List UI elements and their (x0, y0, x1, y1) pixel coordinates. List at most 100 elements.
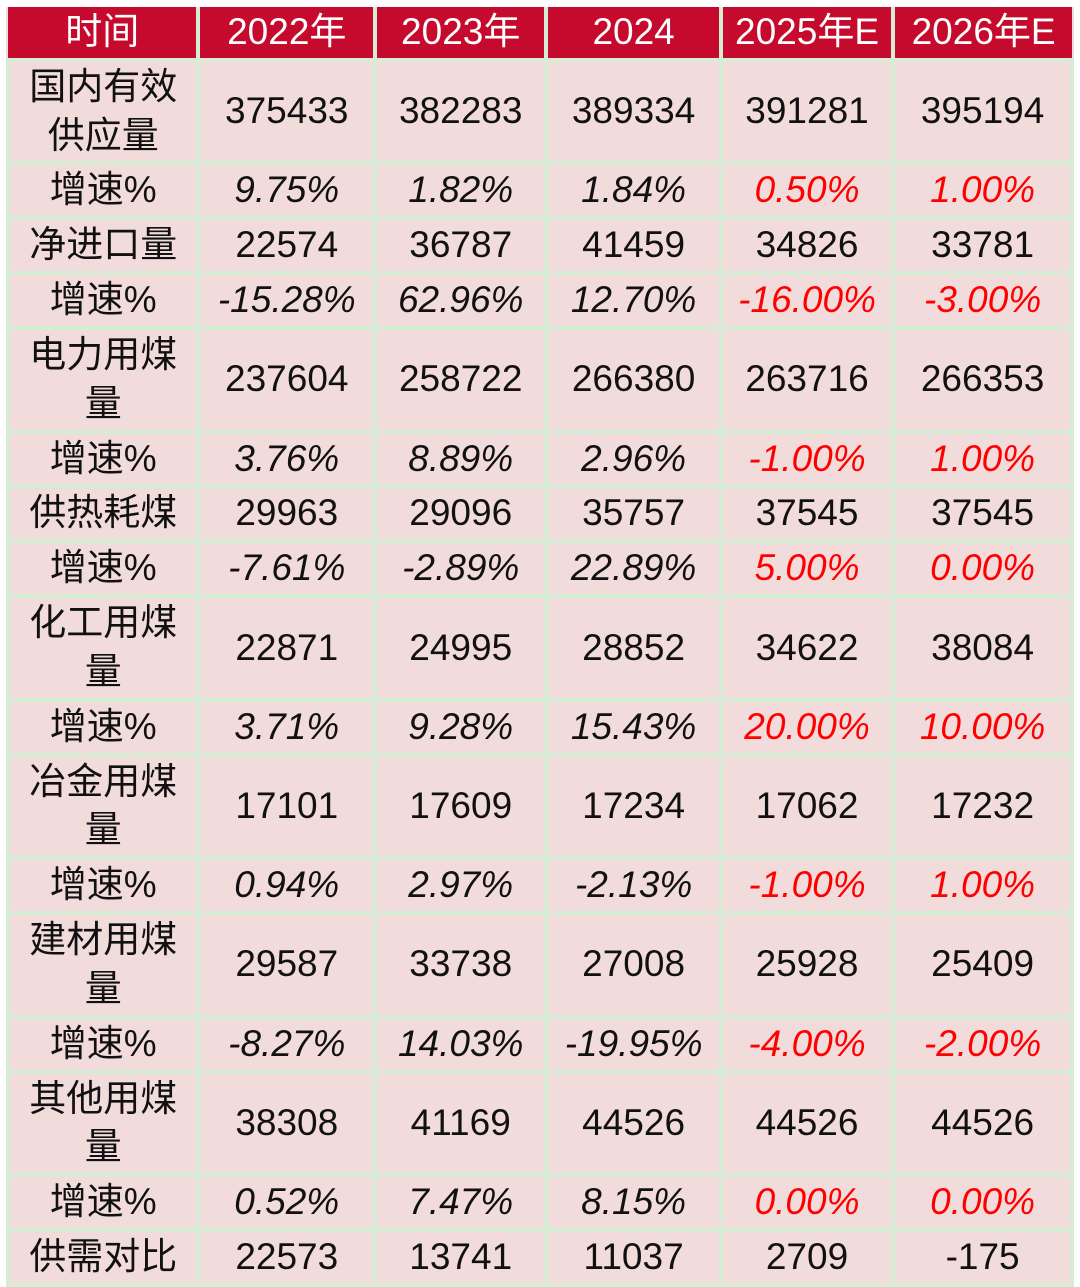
cell-value: 17232 (891, 752, 1074, 861)
cell-value: 9.75% (196, 161, 378, 221)
cell-value: 2.96% (544, 429, 723, 489)
cell-value: 11037 (544, 1228, 723, 1287)
cell-value: 29587 (196, 911, 378, 1019)
cell-value: -16.00% (718, 271, 896, 330)
table-row: 增速% -15.28% 62.96% 12.70% -16.00% -3.00% (5, 271, 1074, 330)
row-label: 增速% (5, 271, 201, 330)
cell-value: 37545 (718, 484, 896, 544)
cell-value: 41459 (544, 216, 723, 276)
table-row: 其他用煤量 38308 41169 44526 44526 44526 (5, 1069, 1074, 1178)
cell-value: 1.82% (373, 161, 549, 221)
table-row: 电力用煤量 237604 258722 266380 263716 266353 (5, 325, 1074, 434)
table-row: 国内有效供应量 375433 382283 389334 391281 395194 (5, 57, 1074, 166)
cell-value: 382283 (373, 57, 549, 166)
row-label: 供热耗煤 (5, 484, 201, 544)
cell-value: 44526 (544, 1069, 723, 1178)
cell-value: -2.89% (373, 539, 549, 599)
row-label: 增速% (5, 697, 201, 757)
table-row: 增速% -7.61% -2.89% 22.89% 5.00% 0.00% (5, 539, 1074, 599)
cell-value: 17101 (196, 752, 378, 861)
cell-value: -3.00% (891, 271, 1074, 330)
cell-value: 10.00% (891, 697, 1074, 757)
cell-value: -19.95% (544, 1014, 723, 1074)
row-label: 增速% (5, 539, 201, 599)
cell-value: 38308 (196, 1069, 378, 1178)
row-label: 增速% (5, 429, 201, 489)
row-label: 净进口量 (5, 216, 201, 276)
column-header-year: 2024 (544, 7, 723, 62)
cell-value: 15.43% (544, 697, 723, 757)
cell-value: 33738 (373, 911, 549, 1019)
cell-value: 375433 (196, 57, 378, 166)
cell-value: 22573 (196, 1228, 378, 1287)
cell-value: 395194 (891, 57, 1074, 166)
row-label: 增速% (5, 1014, 201, 1074)
cell-value: 266380 (544, 325, 723, 434)
cell-value: 258722 (373, 325, 549, 434)
row-label: 供需对比 (5, 1228, 201, 1287)
table-row: 增速% 9.75% 1.82% 1.84% 0.50% 1.00% (5, 161, 1074, 221)
cell-value: 2709 (718, 1228, 896, 1287)
table-row: 增速% 0.52% 7.47% 8.15% 0.00% 0.00% (5, 1173, 1074, 1233)
coal-supply-demand-table: 时间 2022年 2023年 2024 2025年E 2026年E 国内有效供应量 3754… (5, 7, 1074, 1287)
cell-value: -175 (891, 1228, 1074, 1287)
cell-value: -8.27% (196, 1014, 378, 1074)
cell-value: 44526 (891, 1069, 1074, 1178)
cell-value: 25409 (891, 911, 1074, 1019)
cell-value: 41169 (373, 1069, 549, 1178)
cell-value: 237604 (196, 325, 378, 434)
cell-value: 28852 (544, 594, 723, 702)
cell-value: 22574 (196, 216, 378, 276)
cell-value: 17062 (718, 752, 896, 861)
cell-value: 1.00% (891, 429, 1074, 489)
cell-value: 7.47% (373, 1173, 549, 1233)
cell-value: 9.28% (373, 697, 549, 757)
row-label: 建材用煤量 (5, 911, 201, 1019)
cell-value: 33781 (891, 216, 1074, 276)
column-header-year: 2025年E (718, 7, 896, 62)
table-row: 供热耗煤 29963 29096 35757 37545 37545 (5, 484, 1074, 544)
cell-value: 3.71% (196, 697, 378, 757)
cell-value: 263716 (718, 325, 896, 434)
cell-value: 17609 (373, 752, 549, 861)
cell-value: 14.03% (373, 1014, 549, 1074)
cell-value: 0.00% (891, 539, 1074, 599)
header-row: 时间 2022年 2023年 2024 2025年E 2026年E (8, 7, 1072, 62)
cell-value: 25928 (718, 911, 896, 1019)
row-label: 国内有效供应量 (5, 57, 201, 166)
cell-value: 0.94% (196, 856, 378, 916)
table-row: 增速% 3.71% 9.28% 15.43% 20.00% 10.00% (5, 697, 1074, 757)
cell-value: 22871 (196, 594, 378, 702)
column-header-year: 2023年 (373, 7, 549, 62)
table-row: 供需对比 22573 13741 11037 2709 -175 (5, 1228, 1074, 1287)
cell-value: 1.00% (891, 161, 1074, 221)
row-label: 化工用煤量 (5, 594, 201, 702)
cell-value: -7.61% (196, 539, 378, 599)
cell-value: 29096 (373, 484, 549, 544)
cell-value: 38084 (891, 594, 1074, 702)
cell-value: 27008 (544, 911, 723, 1019)
table-row: 增速% -8.27% 14.03% -19.95% -4.00% -2.00% (5, 1014, 1074, 1074)
cell-value: 0.50% (718, 161, 896, 221)
cell-value: -4.00% (718, 1014, 896, 1074)
cell-value: 391281 (718, 57, 896, 166)
cell-value: -2.13% (544, 856, 723, 916)
table-row: 净进口量 22574 36787 41459 34826 33781 (5, 216, 1074, 276)
cell-value: -15.28% (196, 271, 378, 330)
row-label: 增速% (5, 856, 201, 916)
column-header-label: 时间 (8, 7, 201, 62)
row-label: 电力用煤量 (5, 325, 201, 434)
cell-value: 2.97% (373, 856, 549, 916)
row-label: 增速% (5, 1173, 201, 1233)
cell-value: 0.00% (891, 1173, 1074, 1233)
cell-value: 1.84% (544, 161, 723, 221)
cell-value: 389334 (544, 57, 723, 166)
table-row: 增速% 0.94% 2.97% -2.13% -1.00% 1.00% (5, 856, 1074, 916)
cell-value: 5.00% (718, 539, 896, 599)
table-body: 国内有效供应量 375433 382283 389334 391281 395194 增速%… (5, 57, 1074, 1287)
cell-value: 266353 (891, 325, 1074, 434)
cell-value: 3.76% (196, 429, 378, 489)
coal-supply-demand-page: 时间 2022年 2023年 2024 2025年E 2026年E 国内有效供应量 3754… (5, 7, 1074, 1287)
cell-value: 35757 (544, 484, 723, 544)
cell-value: -2.00% (891, 1014, 1074, 1074)
